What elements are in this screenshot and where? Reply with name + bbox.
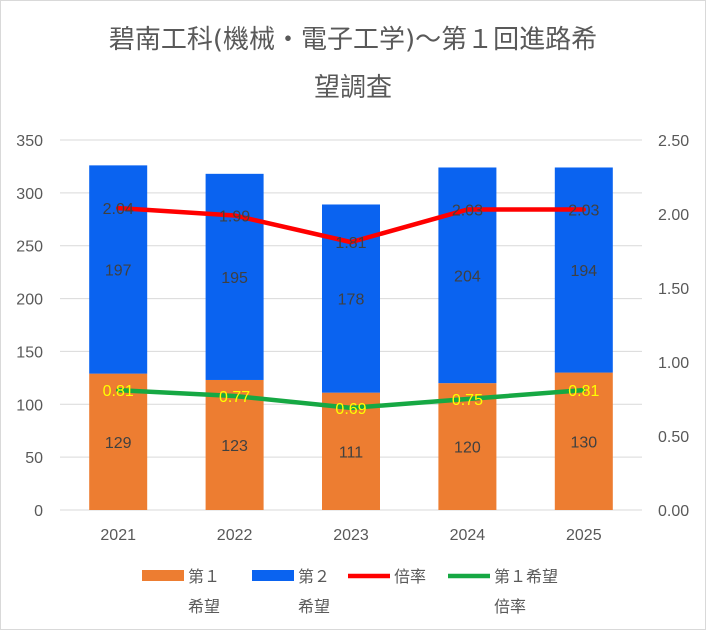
line-label-series-1: 2.04 xyxy=(103,201,134,218)
line-label-series-2: 0.77 xyxy=(219,389,250,406)
y-left-tick-label: 150 xyxy=(16,344,43,361)
y-left-tick-label: 100 xyxy=(16,397,43,414)
legend-label-2: 希望 xyxy=(298,598,330,616)
bar-label-series-1: 120 xyxy=(454,440,481,457)
line-label-series-2: 0.81 xyxy=(568,383,599,400)
bar-series-1 xyxy=(554,372,613,510)
y-left-tick-label: 0 xyxy=(34,503,43,520)
legend-swatch-2 xyxy=(252,570,294,581)
y-left-tick-label: 50 xyxy=(25,450,43,467)
line-label-series-2: 0.81 xyxy=(103,383,134,400)
y-left-tick-label: 250 xyxy=(16,239,43,256)
bar-series-2 xyxy=(554,167,613,373)
x-tick-label: 2023 xyxy=(333,527,369,544)
legend-label-4: 倍率 xyxy=(494,598,526,616)
bar-series-1 xyxy=(322,392,380,510)
line-label-series-1: 1.99 xyxy=(219,208,250,225)
y-right-tick-label: 2.00 xyxy=(658,207,689,224)
bar-label-series-2: 197 xyxy=(105,263,132,280)
legend-label-2: 第２ xyxy=(298,568,330,586)
bar-label-series-2: 178 xyxy=(338,292,365,309)
bar-label-series-1: 129 xyxy=(105,435,132,452)
bar-series-1 xyxy=(89,373,148,510)
y-right-tick-label: 1.50 xyxy=(658,281,689,298)
bar-label-series-1: 130 xyxy=(570,434,597,451)
bar-series-2 xyxy=(89,165,148,374)
chart-title: 碧南工科(機械・電子工学)〜第１回進路希 望調査 xyxy=(0,16,706,112)
line-series-1 xyxy=(115,205,587,245)
line-series-2 xyxy=(115,387,587,411)
line-label-series-1: 2.03 xyxy=(568,203,599,220)
bar-series-1 xyxy=(438,383,497,510)
bar-series-2 xyxy=(438,167,497,384)
line-label-series-1: 1.81 xyxy=(335,235,366,252)
bar-label-series-1: 111 xyxy=(339,444,363,461)
line-label-series-2: 0.75 xyxy=(452,392,483,409)
bar-series-2 xyxy=(205,173,264,380)
y-right-tick-label: 1.00 xyxy=(658,355,689,372)
line-label-series-1: 2.03 xyxy=(452,203,483,220)
x-tick-label: 2022 xyxy=(217,527,253,544)
x-tick-label: 2021 xyxy=(100,527,136,544)
bar-label-series-2: 204 xyxy=(454,268,481,285)
y-right-tick-label: 0.00 xyxy=(658,503,689,520)
legend-label-4: 第１希望 xyxy=(494,568,558,586)
chart-title-line-1: 碧南工科(機械・電子工学)〜第１回進路希 xyxy=(108,25,598,55)
chart-title-line-2: 望調査 xyxy=(313,73,392,103)
bar-label-series-2: 195 xyxy=(221,270,248,287)
x-tick-label: 2025 xyxy=(566,527,602,544)
bar-label-series-1: 123 xyxy=(221,438,248,455)
x-tick-label: 2024 xyxy=(450,527,486,544)
y-right-tick-label: 0.50 xyxy=(658,429,689,446)
y-left-tick-label: 350 xyxy=(16,133,43,150)
y-left-tick-label: 200 xyxy=(16,292,43,309)
legend-label-1: 第１ xyxy=(188,568,220,586)
legend-swatch-1 xyxy=(142,570,184,581)
line-label-series-2: 0.69 xyxy=(335,401,366,418)
legend-label-1: 希望 xyxy=(188,598,220,616)
bar-series-1 xyxy=(205,379,264,510)
y-right-tick-label: 2.50 xyxy=(658,133,689,150)
bar-label-series-2: 194 xyxy=(570,263,597,280)
y-left-tick-label: 300 xyxy=(16,186,43,203)
legend-label-3: 倍率 xyxy=(394,568,426,586)
